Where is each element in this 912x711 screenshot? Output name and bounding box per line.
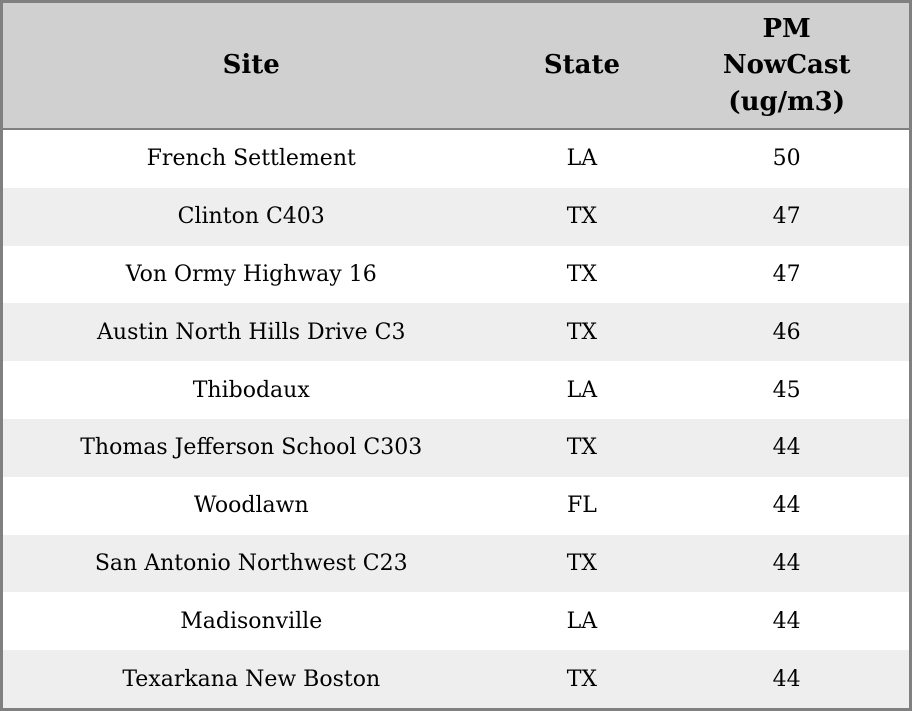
table-row: San Antonio Northwest C23 TX 44 xyxy=(3,534,909,593)
state-cell: TX xyxy=(566,550,598,576)
column-header-site: Site xyxy=(222,50,280,81)
state-cell: TX xyxy=(566,666,598,692)
table-row: Clinton C403 TX 47 xyxy=(3,187,909,246)
value-cell: 46 xyxy=(772,319,801,345)
table-row: Von Ormy Highway 16 TX 47 xyxy=(3,245,909,304)
state-cell: TX xyxy=(566,204,598,230)
table-row: Woodlawn FL 44 xyxy=(3,476,909,535)
state-cell: LA xyxy=(566,608,598,634)
table-row: Madisonville LA 44 xyxy=(3,592,909,651)
column-header-state: State xyxy=(543,50,621,81)
site-cell: Madisonville xyxy=(180,608,323,634)
value-cell: 44 xyxy=(772,608,801,634)
site-cell: Thibodaux xyxy=(192,377,310,403)
state-cell: TX xyxy=(566,261,598,287)
value-cell: 45 xyxy=(772,377,801,403)
site-cell: San Antonio Northwest C23 xyxy=(94,550,408,576)
site-cell: Texarkana New Boston xyxy=(122,666,381,692)
table-row: Austin North Hills Drive C3 TX 46 xyxy=(3,303,909,362)
value-cell: 44 xyxy=(772,493,801,519)
value-cell: 44 xyxy=(772,550,801,576)
site-cell: Von Ormy Highway 16 xyxy=(125,261,377,287)
value-cell: 47 xyxy=(772,261,801,287)
state-cell: TX xyxy=(566,435,598,461)
column-header-pm-nowcast: PM NowCast (ug/m3) xyxy=(722,13,851,117)
table-row: French Settlement LA 50 xyxy=(3,130,909,188)
state-cell: TX xyxy=(566,319,598,345)
value-cell: 50 xyxy=(772,146,801,172)
table-row: Texarkana New Boston TX 44 xyxy=(3,650,909,708)
value-cell: 44 xyxy=(772,435,801,461)
value-cell: 47 xyxy=(772,204,801,230)
table-row: Thomas Jefferson School C303 TX 44 xyxy=(3,418,909,477)
state-cell: FL xyxy=(566,493,597,519)
site-cell: Thomas Jefferson School C303 xyxy=(80,435,423,461)
table-header-row: Site State PM NowCast (ug/m3) xyxy=(3,3,909,130)
site-cell: Clinton C403 xyxy=(177,204,325,230)
site-cell: Austin North Hills Drive C3 xyxy=(97,319,406,345)
site-cell: Woodlawn xyxy=(193,493,309,519)
state-cell: LA xyxy=(566,377,598,403)
table-row: Thibodaux LA 45 xyxy=(3,361,909,419)
value-cell: 44 xyxy=(772,666,801,692)
site-cell: French Settlement xyxy=(146,146,356,172)
state-cell: LA xyxy=(566,146,598,172)
